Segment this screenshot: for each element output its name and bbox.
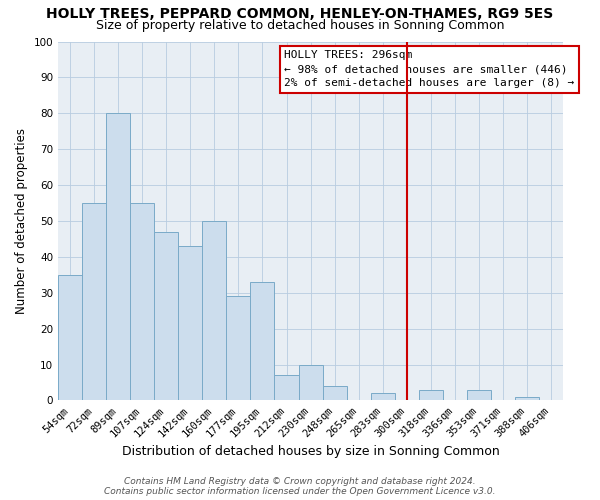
X-axis label: Distribution of detached houses by size in Sonning Common: Distribution of detached houses by size … (122, 444, 499, 458)
Bar (202, 221, 226, 400)
Text: Contains HM Land Registry data © Crown copyright and database right 2024.
Contai: Contains HM Land Registry data © Crown c… (104, 476, 496, 496)
Bar (419, 390, 443, 400)
Y-axis label: Number of detached properties: Number of detached properties (15, 128, 28, 314)
Bar (467, 390, 491, 400)
Bar (515, 397, 539, 400)
Bar (58, 275, 82, 400)
Bar (106, 114, 130, 401)
Bar (226, 296, 250, 401)
Text: HOLLY TREES: 296sqm
← 98% of detached houses are smaller (446)
2% of semi-detach: HOLLY TREES: 296sqm ← 98% of detached ho… (284, 50, 574, 88)
Bar (82, 203, 106, 400)
Bar (323, 386, 347, 400)
Bar (299, 364, 323, 400)
Bar (371, 394, 395, 400)
Bar (130, 203, 154, 400)
Bar (154, 232, 178, 400)
Bar (274, 376, 299, 400)
Bar (178, 246, 202, 400)
Text: HOLLY TREES, PEPPARD COMMON, HENLEY-ON-THAMES, RG9 5ES: HOLLY TREES, PEPPARD COMMON, HENLEY-ON-T… (46, 8, 554, 22)
Text: Size of property relative to detached houses in Sonning Common: Size of property relative to detached ho… (96, 18, 504, 32)
Bar (250, 282, 274, 401)
